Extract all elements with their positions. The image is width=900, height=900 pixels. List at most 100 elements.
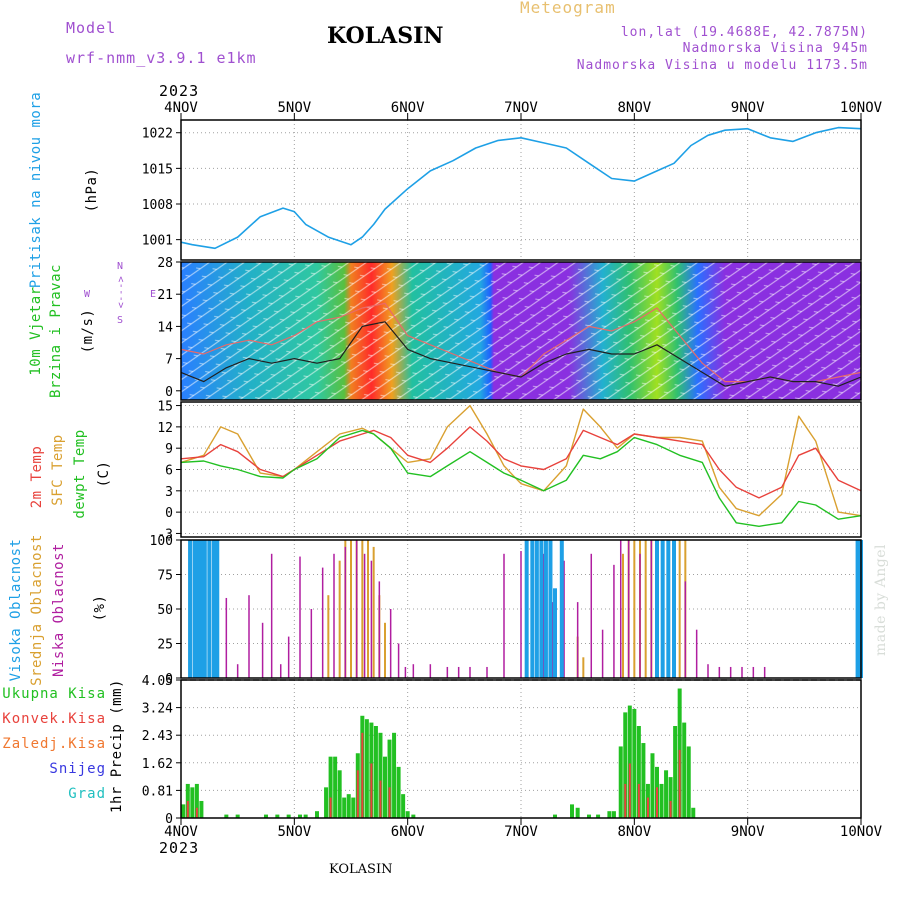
cloud-low-bar	[763, 666, 766, 678]
x-tick-label-top: 6NOV	[391, 100, 425, 116]
cloud-low-bar	[695, 629, 698, 678]
wind-legend-w: W	[84, 289, 92, 300]
precip-total-bar	[668, 777, 673, 818]
cloud-high-bar	[548, 540, 553, 678]
y-tick-label: 9	[165, 442, 173, 457]
cloud-mid-bar	[622, 553, 624, 678]
cloud-mid-bar	[372, 546, 375, 678]
panel-frame	[180, 261, 862, 401]
cloud-mid-bar	[384, 622, 386, 678]
x-tick-label-top: 9NOV	[731, 100, 765, 116]
precip-total-bar	[632, 708, 637, 818]
precip-total-bar	[303, 814, 308, 818]
precip-total-bar	[351, 797, 356, 818]
cloud-low-bar	[639, 553, 641, 678]
precip-conv-bar	[656, 787, 658, 818]
year-bottom: 2023	[159, 839, 200, 857]
panel-frame	[180, 539, 862, 679]
cloud-low-bar	[225, 597, 228, 678]
coords-label: lon,lat (19.4688E, 42.7875N)	[620, 25, 868, 40]
precip-total-bar	[570, 804, 574, 818]
precip-conv-bar	[637, 783, 640, 818]
precip-conv-bar	[329, 797, 332, 818]
x-tick-label-top: 10NOV	[840, 100, 883, 116]
legend-conv-rain: Konvek.Kisa	[2, 711, 106, 727]
y-tick-label: 0	[165, 672, 173, 687]
cloud-low-bar	[389, 609, 392, 678]
cloud-mid-bar	[361, 540, 364, 678]
year-top: 2023	[159, 82, 200, 100]
cloud-low-bar	[355, 540, 358, 678]
precip-total-bar	[190, 787, 195, 818]
cloud-mid-bar	[582, 657, 585, 678]
cloud-low-bar	[503, 553, 505, 678]
cloud-high-bar	[199, 540, 204, 678]
precip-total-bar	[618, 746, 623, 818]
cloud-low-bar	[752, 666, 755, 678]
cloud-low-bar	[563, 560, 565, 678]
precip-total-bar	[373, 726, 378, 818]
cloud-low-bar	[412, 664, 415, 678]
cloud-low-bar	[613, 564, 615, 678]
cloud-low-bar	[287, 636, 290, 678]
y-tick-label: 28	[157, 256, 173, 271]
cloud-high-bar	[666, 540, 671, 678]
cloud-low-bar	[261, 622, 264, 678]
cloud-low-bar	[333, 553, 335, 678]
panel-frame	[180, 401, 862, 538]
precip-total-bar	[235, 814, 240, 818]
precip-total-bar	[324, 787, 329, 818]
precip-conv-bar	[646, 797, 649, 818]
model-name: wrf-nmm_v3.9.1 e1km	[66, 49, 257, 67]
legend-snow: Snijeg	[49, 761, 106, 777]
cloud-mid-bar	[633, 540, 636, 678]
y-tick-label: 3.24	[142, 702, 173, 717]
precip-total-bar	[383, 756, 387, 818]
x-tick-label-bottom: 9NOV	[731, 824, 765, 840]
precip-total-bar	[673, 726, 678, 818]
cloud-low-bar	[378, 581, 381, 678]
y-tick-label: 75	[157, 569, 173, 584]
cloud-mid-bar	[644, 540, 647, 678]
cloud-high-bar	[188, 540, 193, 678]
cloud-low-bar	[627, 540, 630, 678]
precip-total-bar	[328, 756, 333, 818]
precip-conv-bar	[624, 783, 627, 818]
cloud-low-bar	[542, 553, 545, 678]
cloud-low-bar	[321, 567, 324, 678]
precip-total-bar	[286, 814, 291, 818]
x-tick-label-bottom: 8NOV	[617, 824, 651, 840]
precip-total-bar	[275, 814, 280, 818]
precip-total-bar	[337, 770, 342, 818]
cloud-high-bar	[543, 540, 548, 678]
y-tick-label: 0.81	[142, 784, 173, 799]
cloud-low-bar	[619, 540, 622, 678]
altitude-label: Nadmorska Visina 945m	[682, 41, 868, 56]
wind-speed-line	[180, 321, 862, 387]
precip-total-bar	[623, 712, 628, 818]
cloud-high-bar	[202, 540, 207, 678]
cloud-low-bar	[486, 666, 488, 678]
cloud-high-bar	[539, 540, 544, 678]
precip-conv-bar	[195, 807, 198, 818]
x-tick-label-top: 7NOV	[504, 100, 538, 116]
y-tick-label: 50	[157, 603, 173, 618]
y-tick-label: -3	[157, 527, 173, 542]
cloud-low-bar	[404, 666, 407, 678]
cloud-low-bar	[469, 666, 471, 678]
cloud-high-bar	[211, 540, 216, 678]
legend-hail: Grad	[68, 786, 106, 802]
wind-legend-e: E	[150, 289, 158, 300]
cloud-low-bar	[299, 556, 301, 678]
y-tick-label: 14	[157, 320, 173, 335]
x-tick-label-bottom: 6NOV	[391, 824, 425, 840]
cloud-low-bar	[363, 553, 366, 678]
cloud-low-bar	[344, 546, 347, 678]
y-tick-label: 12	[157, 421, 173, 436]
cloud-low-bar	[397, 643, 400, 678]
cloud-high-bar	[672, 540, 676, 678]
precip-total-bar	[392, 732, 397, 818]
precip-conv-bar	[628, 763, 631, 818]
precip-conv-bar	[379, 780, 382, 818]
cloud-low-bar	[279, 664, 282, 678]
